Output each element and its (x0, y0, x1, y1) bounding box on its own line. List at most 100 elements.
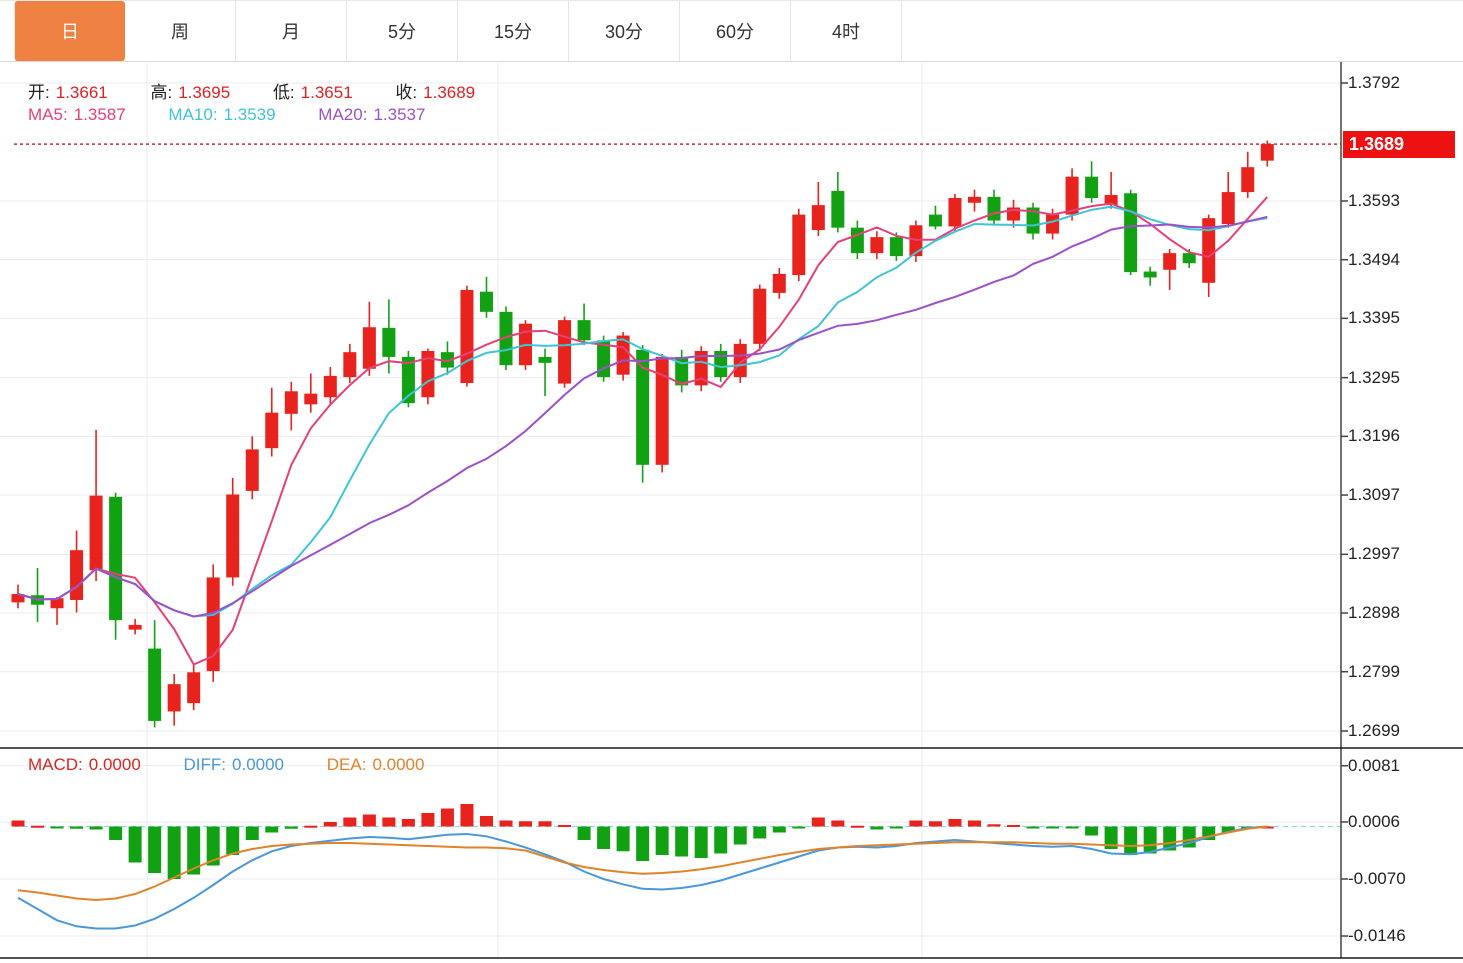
macd-bar (792, 826, 806, 829)
ma20-line (17, 215, 1268, 618)
ma5-line (17, 196, 1269, 666)
candle-body (772, 273, 786, 293)
macd-bar (323, 822, 337, 827)
ma10-label: MA10: (168, 105, 218, 124)
candle-body (1124, 193, 1138, 273)
candle-body (382, 327, 396, 357)
macd-bar (1143, 826, 1157, 854)
macd-bar (440, 808, 454, 827)
macd-bar (187, 826, 201, 875)
macd-axis-label: -0.0146 (1348, 926, 1406, 945)
candle-body (323, 375, 337, 398)
macd-value: 0.0000 (88, 755, 141, 774)
macd-bar (343, 817, 357, 827)
ma10-value: 1.3539 (223, 105, 276, 124)
tab-bar: 日周月 5分 15分 30分 60分 4时 (0, 0, 1463, 62)
macd-bar (31, 825, 45, 828)
candle-body (187, 672, 201, 704)
candle-body (987, 196, 1001, 221)
macd-bar (714, 826, 728, 854)
candle-body (343, 352, 357, 378)
macd-axis-label: -0.0070 (1348, 869, 1406, 888)
candle-body (1260, 144, 1274, 161)
candle-body (440, 352, 454, 368)
candle-body (1143, 271, 1157, 278)
macd-bar (987, 824, 1001, 827)
candle-body (128, 624, 142, 630)
macd-legend: MACD: 0.0000 DIFF: 0.0000 DEA: 0.0000 (28, 755, 430, 775)
candle-body (675, 356, 689, 386)
price-axis-label: 1.3395 (1348, 308, 1400, 328)
current-price-tag: 1.3689 (1343, 130, 1455, 158)
candle-body (558, 320, 572, 384)
price-axis-label: 1.3196 (1348, 426, 1400, 446)
macd-bar (167, 826, 181, 879)
tab-60min[interactable]: 60分 (680, 1, 791, 61)
macd-bar (1221, 826, 1235, 833)
macd-bar (1085, 826, 1099, 836)
macd-bar (50, 826, 64, 829)
macd-bar (675, 826, 689, 857)
macd-bar (226, 826, 240, 855)
price-axis-label: 1.2799 (1348, 661, 1400, 681)
candle-body (206, 577, 220, 672)
macd-bar (401, 819, 415, 827)
macd-bar (967, 820, 981, 827)
macd-bar (479, 816, 493, 827)
macd-bar (128, 826, 142, 863)
tab-30min[interactable]: 30分 (569, 1, 680, 61)
macd-bar (831, 820, 845, 827)
macd-bar (597, 826, 611, 849)
ohlc-legend: 开: 1.3661 高: 1.3695 低: 1.3651 收: 1.3689 (28, 78, 481, 103)
macd-bar (889, 826, 903, 829)
macd-bar (616, 826, 630, 852)
tab-month[interactable]: 月 (236, 1, 347, 61)
tab-5min[interactable]: 5分 (347, 1, 458, 61)
candle-body (928, 214, 942, 227)
macd-bar (1124, 826, 1138, 855)
dea-value: 0.0000 (372, 755, 425, 774)
candle-body (1046, 214, 1060, 234)
tab-week[interactable]: 周 (125, 1, 236, 61)
candle-body (538, 356, 552, 363)
open-value: 1.3661 (55, 83, 108, 102)
macd-bar (772, 826, 786, 833)
macd-axis-label: 0.0081 (1348, 755, 1400, 775)
tab-15min[interactable]: 15分 (458, 1, 569, 61)
candle-body (479, 291, 493, 312)
macd-bar (1163, 826, 1177, 851)
candle-body (811, 205, 825, 231)
candle-body (1065, 176, 1079, 215)
tab-day[interactable]: 日 (14, 1, 125, 61)
macd-bar (733, 826, 747, 845)
macd-bar (850, 825, 864, 828)
macd-bar (870, 826, 884, 830)
candle-body (1241, 167, 1255, 193)
macd-bar (636, 826, 650, 861)
candle-body (109, 496, 123, 621)
candle-body (1202, 218, 1216, 283)
tab-4hour[interactable]: 4时 (791, 1, 902, 61)
candle-body (1085, 176, 1099, 199)
macd-bar (362, 814, 376, 827)
candle-body (948, 198, 962, 227)
macd-bar (89, 826, 103, 830)
low-value: 1.3651 (300, 83, 353, 102)
close-label: 收: (395, 83, 418, 102)
macd-bar (109, 826, 123, 840)
ma5-label: MA5: (28, 105, 68, 124)
high-value: 1.3695 (178, 83, 231, 102)
macd-label: MACD: (28, 755, 83, 774)
candle-body (753, 288, 767, 344)
ma20-value: 1.3537 (373, 105, 426, 124)
candle-body (70, 550, 84, 600)
candle-body (792, 214, 806, 276)
price-axis-label: 1.2699 (1348, 721, 1400, 740)
candle-body (460, 289, 474, 383)
candle-body (421, 350, 435, 398)
macd-bar (519, 821, 533, 827)
candle-body (50, 598, 64, 609)
dea-line (17, 825, 1268, 902)
macd-bar (265, 826, 279, 833)
